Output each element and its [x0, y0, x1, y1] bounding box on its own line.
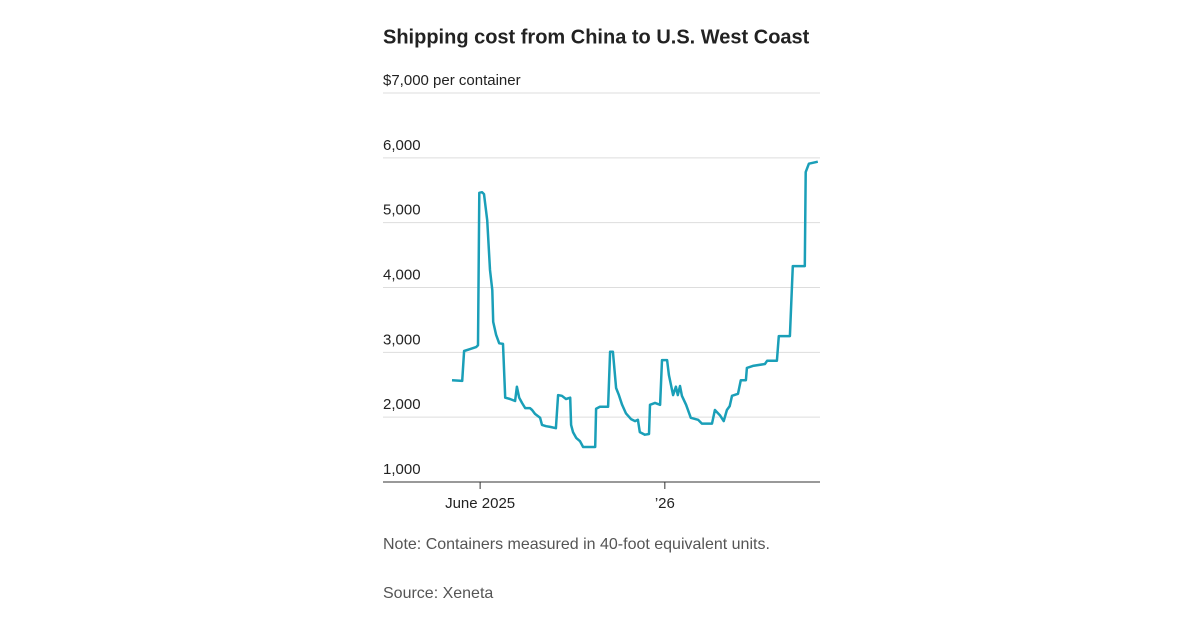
y-tick-label: 5,000 [383, 202, 421, 219]
source: Source: Xeneta [383, 585, 494, 602]
y-tick-label: 3,000 [383, 331, 421, 348]
y-tick-label: 4,000 [383, 266, 421, 283]
note: Note: Containers measured in 40-foot equ… [383, 536, 770, 553]
x-tick-label: June 2025 [445, 495, 515, 512]
y-tick-label: 2,000 [383, 396, 421, 413]
y-tick-label: 1,000 [383, 461, 421, 478]
data-line [451, 160, 819, 449]
y-tick-label: 6,000 [383, 137, 421, 154]
y-tick-label: $7,000 per container [383, 72, 521, 89]
chart-title: Shipping cost from China to U.S. West Co… [383, 26, 810, 48]
x-tick-label: ’26 [655, 495, 675, 512]
